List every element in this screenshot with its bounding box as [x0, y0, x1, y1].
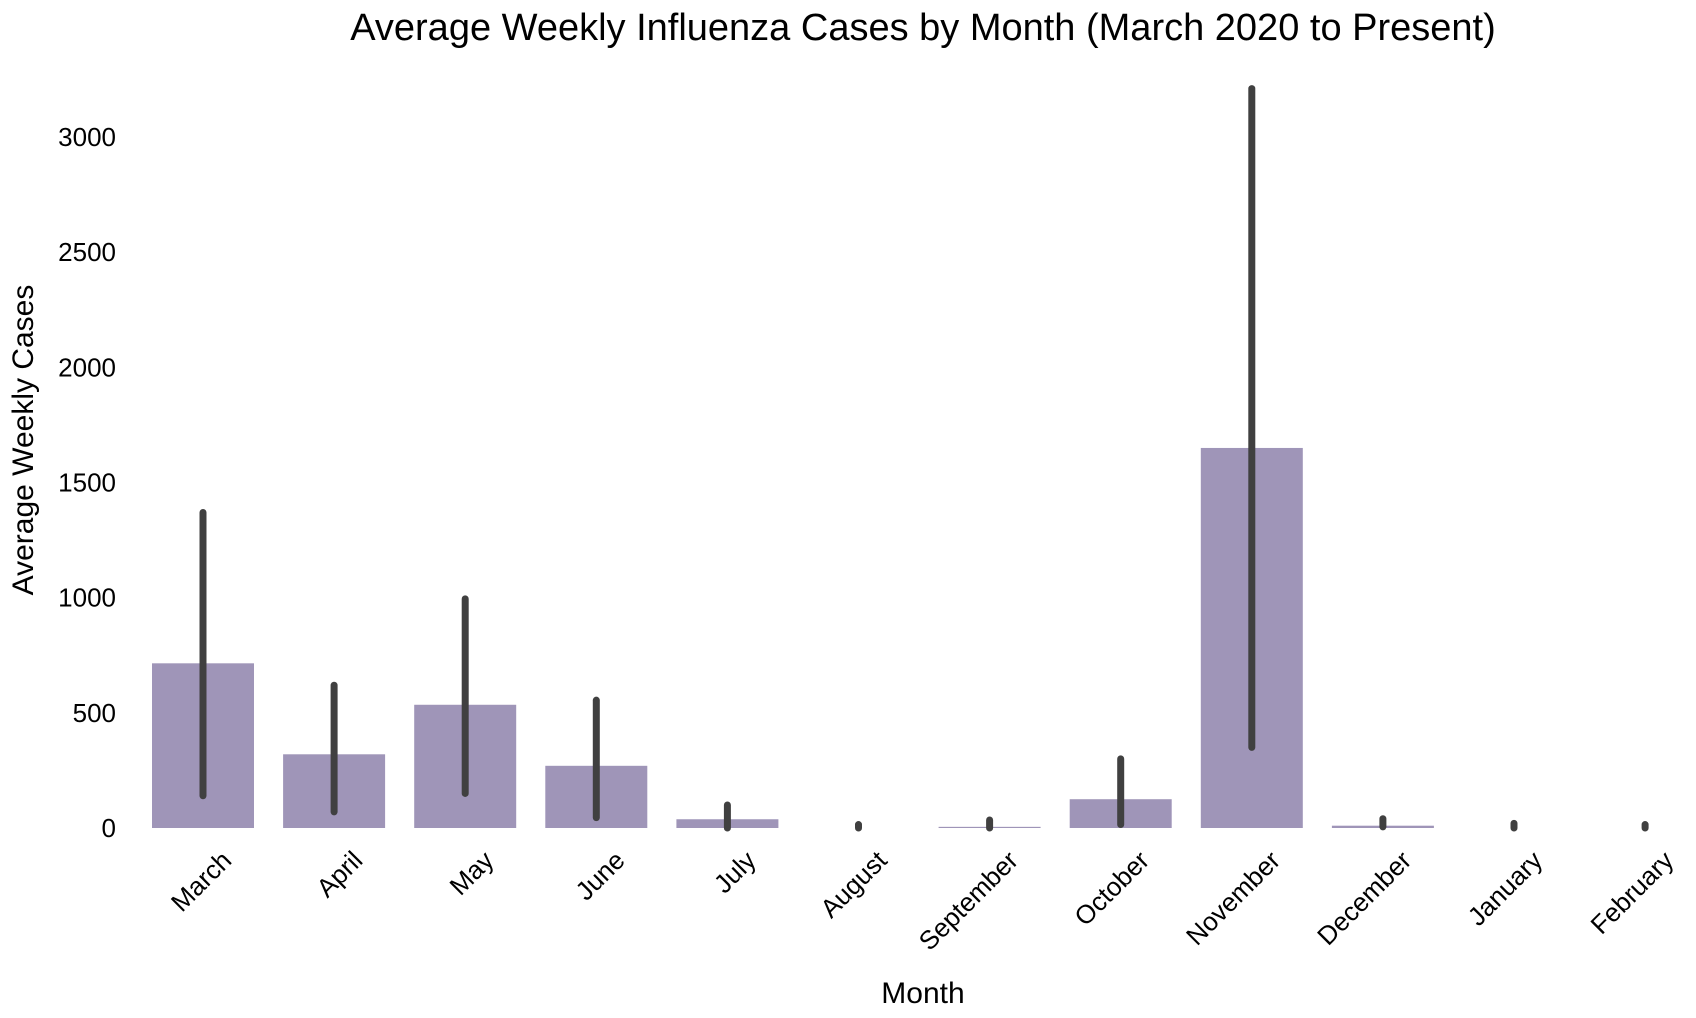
x-tick-label: January [1462, 845, 1549, 932]
y-axis-ticks: 0 500 1000 1500 2000 2500 3000 [58, 122, 116, 843]
x-tick-label: August [814, 844, 893, 923]
x-tick-label: April [310, 845, 368, 903]
bars-group [152, 447, 1434, 828]
y-tick-label: 0 [102, 813, 116, 843]
x-tick-label: December [1311, 845, 1417, 951]
error-bars-group [199, 85, 1649, 832]
x-tick-label: June [569, 845, 630, 906]
y-tick-label: 1000 [58, 583, 116, 613]
x-tick-label: March [165, 845, 237, 917]
chart-title: Average Weekly Influenza Cases by Month … [350, 7, 1496, 49]
y-tick-label: 500 [73, 698, 116, 728]
x-axis-label: Month [881, 977, 964, 1010]
x-axis-ticks: March April May June July August September Octo… [165, 844, 1679, 956]
x-tick-label: September [913, 845, 1024, 956]
y-tick-label: 2500 [58, 237, 116, 267]
y-tick-label: 3000 [58, 122, 116, 152]
x-tick-label: November [1180, 845, 1286, 951]
y-tick-label: 2000 [58, 352, 116, 382]
x-tick-label: October [1068, 845, 1155, 932]
x-tick-label: July [708, 845, 762, 899]
y-tick-label: 1500 [58, 468, 116, 498]
y-axis-label: Average Weekly Cases [7, 285, 40, 596]
x-tick-label: May [443, 845, 499, 901]
x-tick-label: February [1585, 845, 1680, 940]
